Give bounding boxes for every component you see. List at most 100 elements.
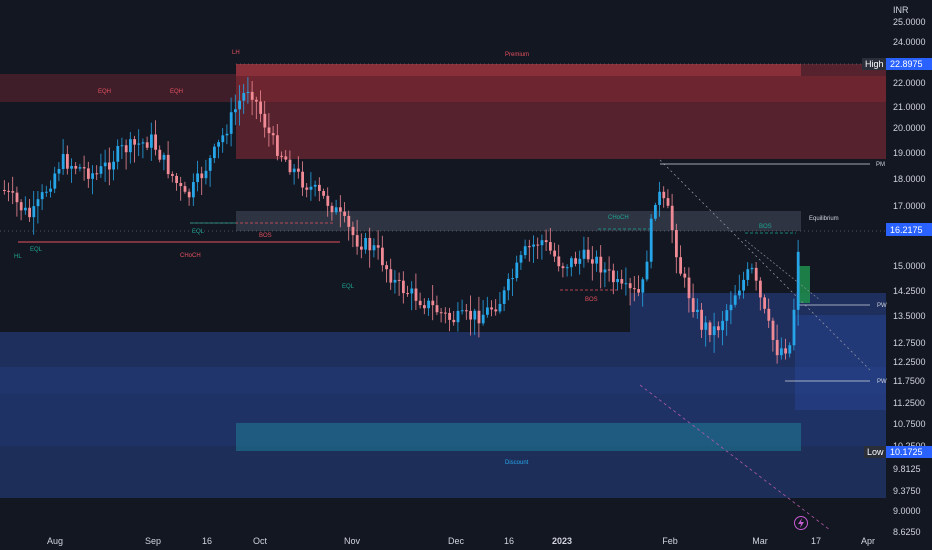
candle-body (570, 258, 573, 268)
discount-zone-teal (236, 423, 801, 451)
candle-body (82, 167, 86, 169)
annotation-pw-2: PW (877, 379, 887, 385)
annotation-eqh-1: EQH (98, 89, 111, 95)
green-order-block (797, 266, 810, 303)
annotation-choch-1: CHoCH (180, 253, 201, 259)
candle-body (649, 218, 653, 262)
candle-body (662, 191, 666, 199)
candle-body (381, 247, 384, 266)
y-tick-label: 21.0000 (893, 102, 926, 112)
candle-body (225, 133, 229, 136)
structure-lines (0, 63, 886, 382)
y-tick-label: 24.0000 (893, 37, 926, 47)
candle-body (183, 186, 187, 192)
trendline-3 (744, 239, 821, 301)
candle-body (397, 279, 401, 281)
candle-body (511, 278, 514, 280)
candle-body (263, 113, 267, 128)
candle-body (124, 145, 128, 153)
annotation-pw: PW (877, 303, 887, 309)
y-tick-label: 11.2500 (893, 398, 925, 408)
candle-body (561, 266, 565, 269)
high-label: High (865, 59, 884, 69)
candle-body (280, 155, 283, 157)
candle-body (150, 134, 153, 148)
candle-body (746, 269, 750, 280)
x-tick-label: Aug (47, 536, 63, 546)
candle-body (351, 226, 355, 236)
candle-body (729, 304, 733, 311)
candle-body (708, 322, 712, 336)
candle-body (645, 261, 649, 280)
candle-body (11, 191, 15, 193)
candle-body (355, 235, 359, 247)
candle-body (158, 149, 162, 160)
y-tick-label: 10.7500 (893, 419, 926, 429)
high-pill: High 22.8975 (862, 58, 932, 70)
x-tick-label: 2023 (552, 536, 572, 546)
candle-body (565, 267, 569, 269)
y-tick-label: 9.3750 (893, 486, 921, 496)
y-tick-label: 17.0000 (893, 201, 926, 211)
candle-body (95, 173, 99, 175)
candle-body (259, 101, 262, 114)
candle-body (347, 215, 351, 227)
candle-body (456, 310, 460, 323)
candle-body (612, 270, 615, 283)
candle-body (498, 303, 502, 312)
candle-body (431, 300, 435, 306)
candle-body (229, 112, 233, 134)
lightning-icon[interactable] (794, 516, 808, 530)
annotation-hl: HL (14, 254, 22, 260)
y-tick-label: 8.6250 (893, 527, 921, 537)
annotation-eql-2: EQL (192, 229, 205, 235)
candle-body (36, 199, 40, 207)
y-tick-label: 9.8125 (893, 464, 921, 474)
candle-body (318, 184, 321, 192)
candle-body (759, 280, 762, 298)
annotation-eql-1: EQL (30, 247, 43, 253)
candle-body (99, 166, 103, 174)
candle-body (574, 258, 577, 264)
candle-body (145, 142, 149, 148)
annotations: LH Premium EQH EQH EQL HL EQL BOS CHoCH … (14, 50, 887, 466)
candle-body (763, 297, 766, 309)
candle-body (200, 173, 204, 179)
candle-body (15, 192, 19, 203)
candle-body (553, 250, 556, 257)
candle-body (712, 326, 716, 336)
candle-body (196, 173, 199, 183)
y-tick-label: 18.0000 (893, 174, 926, 184)
annotation-equilibrium: Equilibrium (809, 216, 839, 222)
candle-body (91, 173, 94, 179)
y-tick-label: 14.2500 (893, 286, 926, 296)
candle-body (641, 279, 645, 293)
candle-body (204, 170, 208, 179)
candle-body (733, 295, 737, 305)
candle-body (523, 246, 527, 256)
candle-body (19, 202, 23, 211)
candle-body (372, 245, 376, 251)
candle-body (788, 345, 792, 354)
candle-body (49, 188, 52, 192)
high-value: 22.8975 (890, 59, 923, 69)
currency-label: INR (893, 5, 909, 15)
candle-body (448, 312, 451, 320)
candle-body (112, 161, 115, 170)
candle-body (452, 319, 456, 323)
premium-zone-upper (236, 76, 886, 102)
candle-body (393, 279, 397, 283)
candle-body (654, 204, 657, 219)
candle-body (549, 242, 552, 251)
candle-body (171, 174, 174, 176)
candle-body (301, 171, 304, 188)
candle-body (402, 280, 405, 294)
y-tick-label: 12.7500 (893, 338, 926, 348)
candle-body (74, 166, 78, 169)
annotation-bos-2: BOS (585, 297, 598, 303)
candle-body (313, 184, 317, 187)
annotation-discount: Discount (505, 460, 529, 466)
candle-body (675, 230, 678, 258)
